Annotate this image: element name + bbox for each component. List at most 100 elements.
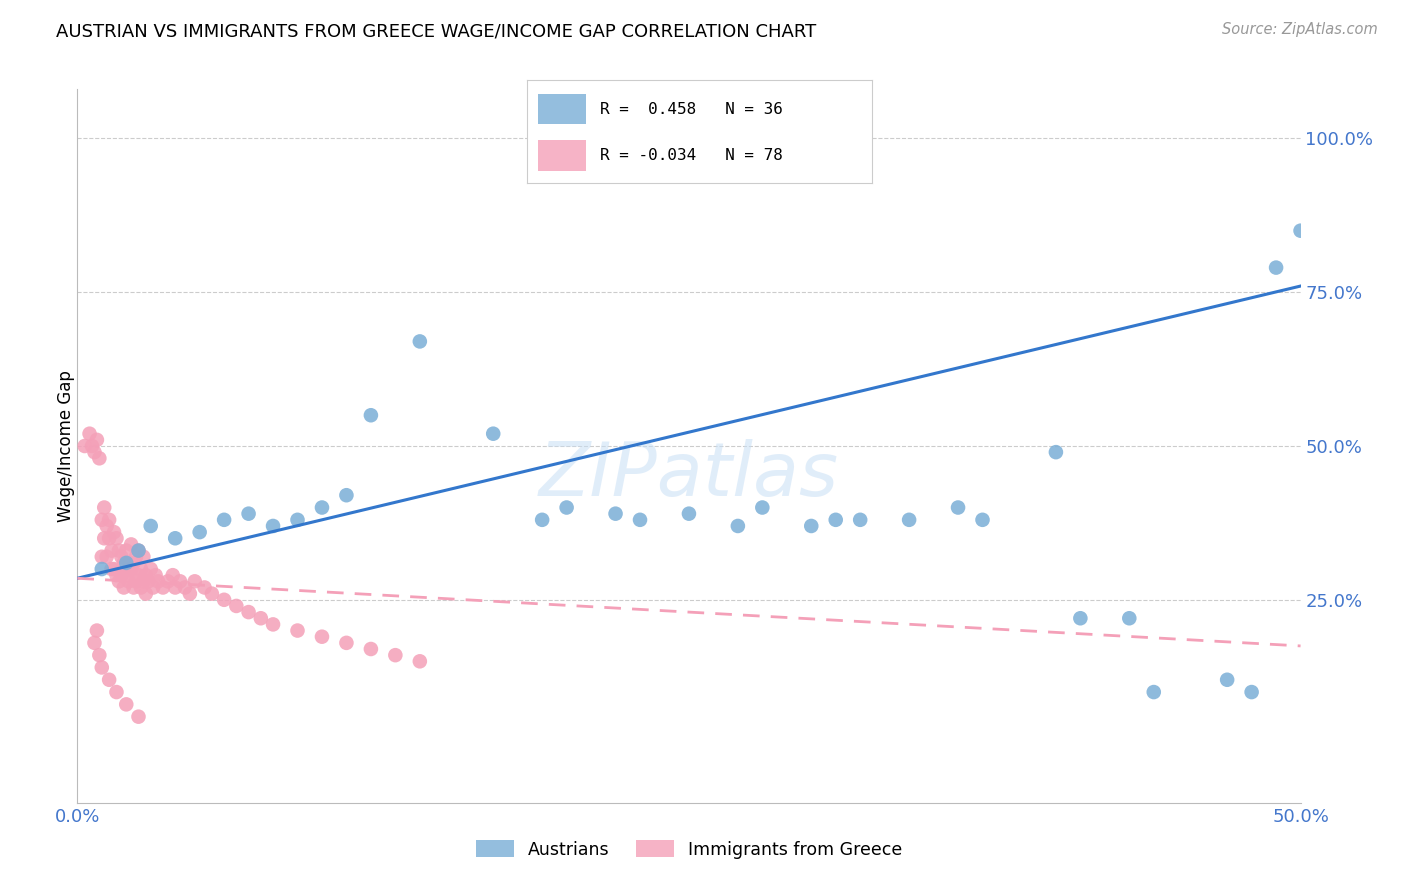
- Point: [98, 513, 121, 527]
- Text: Source: ZipAtlas.com: Source: ZipAtlas.com: [1222, 22, 1378, 37]
- Point: [80, 439, 103, 453]
- Point: [184, 574, 207, 589]
- Point: [86, 433, 108, 447]
- Text: R =  0.458   N = 36: R = 0.458 N = 36: [599, 102, 783, 117]
- Point: [287, 513, 309, 527]
- Point: [128, 709, 150, 723]
- Point: [152, 581, 174, 595]
- Point: [132, 549, 155, 564]
- Point: [201, 587, 224, 601]
- Point: [409, 654, 432, 668]
- Point: [165, 531, 187, 545]
- Point: [118, 562, 141, 576]
- Point: [824, 513, 846, 527]
- Point: [128, 543, 150, 558]
- Point: [174, 581, 197, 595]
- Point: [1045, 445, 1067, 459]
- Point: [105, 568, 128, 582]
- Point: [482, 426, 505, 441]
- Point: [384, 648, 406, 662]
- Point: [225, 599, 247, 613]
- Point: [311, 630, 333, 644]
- Point: [311, 500, 333, 515]
- Point: [139, 562, 162, 576]
- Point: [142, 581, 165, 595]
- Point: [89, 648, 111, 662]
- Point: [128, 568, 150, 582]
- Point: [250, 611, 273, 625]
- Point: [628, 513, 651, 527]
- Point: [125, 549, 148, 564]
- Point: [188, 525, 211, 540]
- Point: [262, 519, 284, 533]
- Point: [125, 574, 148, 589]
- Point: [360, 642, 382, 657]
- Point: [103, 562, 125, 576]
- Point: [1216, 673, 1239, 687]
- Point: [122, 581, 145, 595]
- Point: [145, 568, 167, 582]
- Point: [193, 581, 215, 595]
- Point: [122, 556, 145, 570]
- Point: [115, 568, 138, 582]
- Point: [751, 500, 773, 515]
- Point: [946, 500, 969, 515]
- Point: [139, 519, 162, 533]
- Point: [93, 500, 115, 515]
- Point: [89, 451, 111, 466]
- Point: [531, 513, 554, 527]
- Bar: [537, 140, 586, 170]
- Point: [605, 507, 627, 521]
- Point: [79, 426, 101, 441]
- Point: [90, 513, 112, 527]
- Point: [972, 513, 994, 527]
- Text: AUSTRIAN VS IMMIGRANTS FROM GREECE WAGE/INCOME GAP CORRELATION CHART: AUSTRIAN VS IMMIGRANTS FROM GREECE WAGE/…: [56, 22, 817, 40]
- Point: [120, 537, 142, 551]
- Point: [90, 660, 112, 674]
- Point: [110, 549, 132, 564]
- Point: [555, 500, 578, 515]
- Y-axis label: Wage/Income Gap: Wage/Income Gap: [58, 370, 75, 522]
- Point: [165, 581, 187, 595]
- Point: [800, 519, 823, 533]
- Point: [108, 543, 131, 558]
- Point: [103, 525, 125, 540]
- Point: [129, 562, 152, 576]
- Point: [1265, 260, 1288, 275]
- Point: [98, 673, 121, 687]
- Point: [115, 556, 138, 570]
- Legend: Austrians, Immigrants from Greece: Austrians, Immigrants from Greece: [470, 833, 908, 865]
- Point: [135, 568, 157, 582]
- Point: [115, 698, 138, 712]
- Point: [93, 531, 115, 545]
- Point: [110, 568, 132, 582]
- Point: [90, 562, 112, 576]
- Point: [105, 685, 128, 699]
- Point: [108, 574, 131, 589]
- Point: [335, 636, 357, 650]
- Point: [169, 574, 191, 589]
- Point: [1143, 685, 1166, 699]
- Point: [96, 519, 118, 533]
- Point: [156, 574, 179, 589]
- Point: [129, 581, 152, 595]
- Point: [100, 562, 122, 576]
- Point: [409, 334, 432, 349]
- Text: ZIPatlas: ZIPatlas: [538, 439, 839, 510]
- Point: [90, 549, 112, 564]
- Point: [146, 574, 169, 589]
- Point: [1289, 224, 1312, 238]
- Point: [83, 445, 105, 459]
- Point: [287, 624, 309, 638]
- Point: [1069, 611, 1091, 625]
- Point: [112, 556, 135, 570]
- Point: [262, 617, 284, 632]
- Point: [335, 488, 357, 502]
- Point: [135, 587, 157, 601]
- Point: [112, 581, 135, 595]
- Point: [120, 562, 142, 576]
- Point: [96, 549, 118, 564]
- Point: [1118, 611, 1140, 625]
- Point: [98, 531, 121, 545]
- Point: [100, 543, 122, 558]
